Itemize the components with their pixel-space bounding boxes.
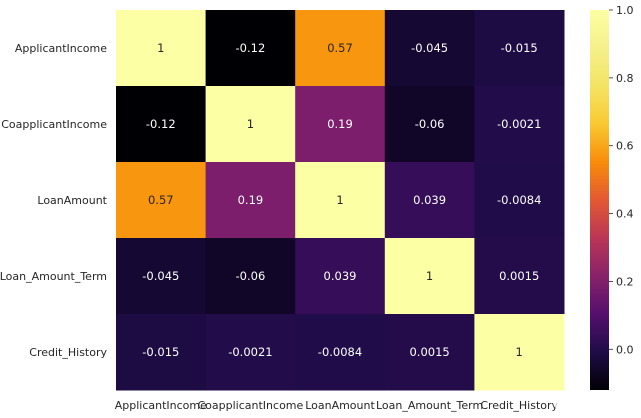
- cell-label-2-3: 0.039: [413, 193, 446, 207]
- x-tick-label-4: Credit_History: [480, 399, 558, 412]
- heatmap-cell-2-4: [474, 162, 565, 239]
- heatmap-cell-0-0: [116, 10, 207, 87]
- cell-label-0-2: 0.57: [327, 41, 353, 55]
- heatmap-cell-0-4: [474, 10, 565, 87]
- x-tick-label-2: LoanAmount: [305, 399, 375, 412]
- y-tick-label-3: Loan_Amount_Term: [0, 270, 107, 283]
- y-tick-label-1: CoapplicantIncome: [1, 118, 107, 131]
- heatmap-cell-1-3: [384, 86, 475, 163]
- cell-label-1-2: 0.19: [327, 117, 353, 131]
- heatmap-cell-0-1: [205, 10, 296, 87]
- y-tick-label-0: ApplicantIncome: [15, 42, 107, 55]
- cell-label-1-0: -0.12: [146, 117, 176, 131]
- heatmap-cell-1-4: [474, 86, 565, 163]
- colorbar-tick-label-3: 0.4: [616, 208, 634, 221]
- y-tick-label-4: Credit_History: [29, 346, 107, 359]
- cell-label-1-4: -0.0021: [497, 117, 541, 131]
- heatmap-cell-4-4: [474, 314, 565, 391]
- cell-label-0-1: -0.12: [236, 41, 266, 55]
- cell-label-2-0: 0.57: [148, 193, 174, 207]
- cell-label-0-3: -0.045: [411, 41, 448, 55]
- heatmap-cell-3-2: [295, 238, 386, 315]
- cell-label-0-4: -0.015: [501, 41, 538, 55]
- cell-label-2-2: 1: [336, 193, 343, 207]
- heatmap-cell-0-3: [384, 10, 475, 87]
- heatmap-cell-4-2: [295, 314, 386, 391]
- cell-label-4-3: 0.0015: [409, 345, 449, 359]
- watermark-text: 尤而小屋: [577, 395, 633, 411]
- heatmap-cell-0-2: [295, 10, 386, 87]
- cell-label-0-0: 1: [157, 41, 164, 55]
- cell-label-3-4: 0.0015: [499, 269, 539, 283]
- cell-label-3-0: -0.045: [142, 269, 179, 283]
- heatmap-cell-3-3: [384, 238, 475, 315]
- heatmap-cell-3-4: [474, 238, 565, 315]
- cell-label-2-4: -0.0084: [497, 193, 541, 207]
- x-tick-label-3: Loan_Amount_Term: [376, 399, 483, 412]
- colorbar-tick-label-5: 0.0: [616, 343, 634, 356]
- heatmap-cell-3-1: [205, 238, 296, 315]
- cell-label-3-1: -0.06: [236, 269, 266, 283]
- cell-label-4-1: -0.0021: [228, 345, 272, 359]
- cell-label-4-2: -0.0084: [318, 345, 362, 359]
- heatmap-cell-4-0: [116, 314, 207, 391]
- heatmap-cell-1-1: [205, 86, 296, 163]
- heatmap-cell-3-0: [116, 238, 207, 315]
- cell-label-4-4: 1: [516, 345, 523, 359]
- heatmap-cell-2-3: [384, 162, 475, 239]
- cell-label-1-3: -0.06: [415, 117, 445, 131]
- colorbar-gradient: [590, 10, 609, 390]
- colorbar-ticks: 1.0 0.8 0.6 0.4 0.2 0.0: [609, 4, 634, 356]
- cell-label-4-0: -0.015: [142, 345, 179, 359]
- heatmap-cell-1-0: [116, 86, 207, 163]
- cell-label-2-1: 0.19: [238, 193, 264, 207]
- cell-label-3-2: 0.039: [324, 269, 357, 283]
- heatmap-cell-4-3: [384, 314, 475, 391]
- heatmap-cell-labels: 1 -0.12 0.57 -0.045 -0.015 -0.12 1 0.19 -0.06 -0.…: [142, 41, 541, 359]
- y-tick-label-2: LoanAmount: [37, 194, 107, 207]
- x-tick-label-1: CoapplicantIncome: [198, 399, 304, 412]
- heatmap-cell-1-2: [295, 86, 386, 163]
- x-tick-label-0: ApplicantIncome: [115, 399, 207, 412]
- cell-label-1-1: 1: [247, 117, 254, 131]
- watermark: 尤而小屋: [553, 392, 633, 412]
- chat-icon: [553, 394, 576, 411]
- heatmap-cell-2-1: [205, 162, 296, 239]
- colorbar-tick-label-1: 0.8: [616, 72, 634, 85]
- colorbar-tick-label-0: 1.0: [616, 4, 634, 17]
- colorbar: [590, 10, 609, 390]
- heatmap-cell-2-2: [295, 162, 386, 239]
- y-axis-tick-labels: ApplicantIncome CoapplicantIncome LoanAmou…: [0, 42, 108, 359]
- colorbar-tick-label-4: 0.2: [616, 275, 634, 288]
- colorbar-tick-label-2: 0.6: [616, 140, 634, 153]
- heatmap-cells: [116, 10, 565, 391]
- cell-label-3-3: 1: [426, 269, 433, 283]
- heatmap-cell-2-0: [116, 162, 207, 239]
- heatmap-cell-4-1: [205, 314, 296, 391]
